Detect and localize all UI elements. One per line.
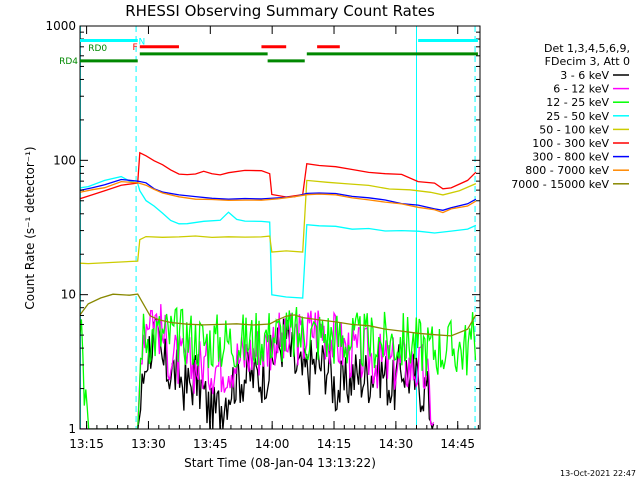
legend-label-25-50-kev: 25 - 50 keV (546, 110, 609, 123)
series-line-25-50-kev (80, 175, 477, 299)
plot-inner (80, 26, 477, 429)
y-tick-label: 1000 (45, 19, 76, 33)
legend-label-3-6-kev: 3 - 6 keV (560, 69, 609, 82)
chart-title: RHESSI Observing Summary Count Rates (125, 2, 435, 20)
flag-label-rd0: RD0 (88, 44, 107, 54)
x-tick-label: 13:45 (193, 437, 228, 451)
x-tick-label: 14:15 (317, 437, 352, 451)
series-line-300-800-kev (80, 178, 477, 211)
legend-label-100-300-kev: 100 - 300 keV (532, 137, 609, 150)
x-tick-label: 14:30 (379, 437, 414, 451)
series-line-12-25-kev (80, 306, 477, 429)
flag-label-f: F (133, 43, 138, 53)
x-axis-label: Start Time (08-Jan-04 13:13:22) (184, 456, 376, 470)
axis-ticks: 13:15 13:30 13:45 14:00 14:15 14:30 14:45 1 10 10… (45, 19, 480, 451)
series-line-100-300-kev (80, 151, 477, 200)
x-tick-label: 14:00 (255, 437, 290, 451)
series-line-50-100-kev (80, 179, 477, 265)
legend-label-300-800-kev: 300 - 800 keV (532, 151, 609, 164)
plot-frame (79, 25, 481, 430)
legend-header-line-2: FDecim 3, Att 0 (545, 55, 630, 68)
plot-area (80, 26, 477, 429)
legend-label-50-100-kev: 50 - 100 keV (539, 123, 609, 136)
y-axis-label: Count Rate (s⁻¹ detector⁻¹) (23, 146, 37, 309)
legend: Det 1,3,4,5,6,9, FDecim 3, Att 0 3 - 6 k… (511, 42, 630, 191)
x-tick-label: 13:30 (131, 437, 166, 451)
flag-label-n: N (139, 37, 146, 47)
x-tick-label: 13:15 (69, 437, 104, 451)
state-flags: NF RD0 RD4 (59, 37, 478, 67)
legend-header-line-1: Det 1,3,4,5,6,9, (544, 42, 630, 55)
legend-label-7000-15000-kev: 7000 - 15000 keV (511, 178, 609, 191)
generated-timestamp: 13-Oct-2021 22:47 (560, 469, 636, 478)
series-line-7000-15000-kev (80, 293, 477, 337)
legend-label-800-7000-kev: 800 - 7000 keV (525, 164, 609, 177)
x-tick-label: 14:45 (440, 437, 475, 451)
y-tick-label: 10 (61, 288, 76, 302)
y-tick-label: 100 (53, 153, 76, 167)
series-line-800-7000-kev (80, 180, 477, 214)
y-tick-label: 1 (68, 422, 76, 436)
flag-label-rd4: RD4 (59, 57, 78, 67)
legend-label-12-25-kev: 12 - 25 keV (546, 96, 609, 109)
legend-label-6-12-kev: 6 - 12 keV (553, 83, 609, 96)
